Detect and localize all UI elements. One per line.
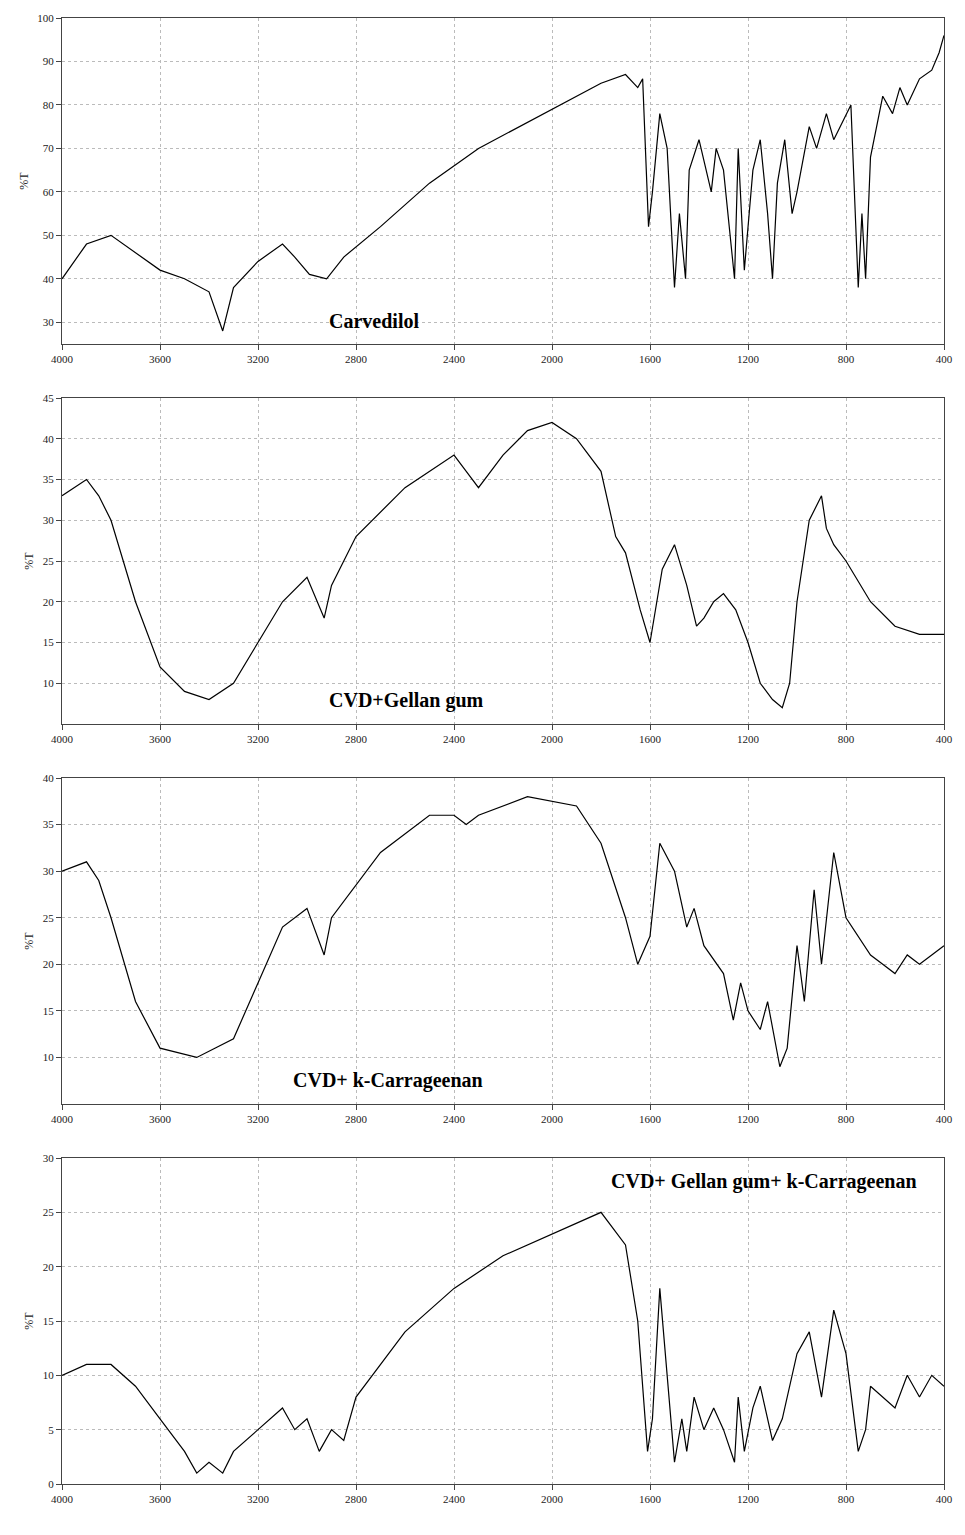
svg-text:3200: 3200 [247, 733, 270, 745]
svg-text:2800: 2800 [345, 733, 368, 745]
svg-text:3600: 3600 [149, 1493, 172, 1505]
svg-text:1600: 1600 [639, 353, 662, 365]
svg-text:400: 400 [936, 1493, 953, 1505]
svg-text:1600: 1600 [639, 733, 662, 745]
svg-text:%T: %T [17, 172, 31, 190]
svg-text:0: 0 [48, 1478, 54, 1490]
svg-text:1200: 1200 [737, 1493, 760, 1505]
svg-text:2800: 2800 [345, 353, 368, 365]
svg-text:15: 15 [43, 1005, 55, 1017]
svg-text:4000: 4000 [51, 1113, 74, 1125]
svg-text:400: 400 [936, 353, 953, 365]
svg-text:2000: 2000 [541, 733, 564, 745]
svg-text:400: 400 [936, 1113, 953, 1125]
svg-text:400: 400 [936, 733, 953, 745]
svg-text:1200: 1200 [737, 353, 760, 365]
svg-text:40: 40 [43, 273, 55, 285]
svg-text:45: 45 [43, 392, 55, 404]
svg-text:2800: 2800 [345, 1493, 368, 1505]
svg-text:40: 40 [43, 772, 55, 784]
svg-text:2000: 2000 [541, 353, 564, 365]
svg-text:15: 15 [43, 1315, 55, 1327]
svg-text:3200: 3200 [247, 1113, 270, 1125]
svg-text:80: 80 [43, 99, 55, 111]
svg-text:25: 25 [43, 555, 55, 567]
svg-text:%T: %T [22, 552, 36, 570]
svg-text:2000: 2000 [541, 1493, 564, 1505]
svg-text:5: 5 [48, 1424, 54, 1436]
svg-text:20: 20 [43, 1261, 55, 1273]
svg-text:40: 40 [43, 433, 55, 445]
svg-text:35: 35 [43, 818, 55, 830]
svg-text:2400: 2400 [443, 353, 466, 365]
svg-text:2400: 2400 [443, 733, 466, 745]
svg-text:1600: 1600 [639, 1113, 662, 1125]
svg-text:30: 30 [43, 865, 55, 877]
svg-text:35: 35 [43, 473, 55, 485]
svg-text:90: 90 [43, 55, 55, 67]
svg-text:2000: 2000 [541, 1113, 564, 1125]
svg-text:10: 10 [43, 677, 55, 689]
svg-text:Carvedilol: Carvedilol [329, 310, 419, 332]
svg-text:1200: 1200 [737, 733, 760, 745]
svg-text:4000: 4000 [51, 1493, 74, 1505]
svg-text:70: 70 [43, 142, 55, 154]
svg-text:25: 25 [43, 912, 55, 924]
svg-text:3600: 3600 [149, 1113, 172, 1125]
svg-text:4000: 4000 [51, 733, 74, 745]
svg-text:30: 30 [43, 514, 55, 526]
svg-text:2800: 2800 [345, 1113, 368, 1125]
svg-text:3200: 3200 [247, 353, 270, 365]
svg-text:20: 20 [43, 596, 55, 608]
svg-text:800: 800 [838, 1113, 855, 1125]
svg-text:15: 15 [43, 636, 55, 648]
svg-text:20: 20 [43, 958, 55, 970]
svg-text:2400: 2400 [443, 1493, 466, 1505]
svg-text:10: 10 [43, 1369, 55, 1381]
svg-text:CVD+Gellan gum: CVD+Gellan gum [329, 689, 484, 712]
svg-text:3600: 3600 [149, 353, 172, 365]
svg-text:4000: 4000 [51, 353, 74, 365]
svg-text:800: 800 [838, 353, 855, 365]
svg-text:30: 30 [43, 1152, 55, 1164]
svg-text:1200: 1200 [737, 1113, 760, 1125]
svg-text:3600: 3600 [149, 733, 172, 745]
svg-text:25: 25 [43, 1206, 55, 1218]
svg-text:CVD+ Gellan gum+ k-Carrageenan: CVD+ Gellan gum+ k-Carrageenan [611, 1170, 917, 1193]
svg-text:30: 30 [43, 316, 55, 328]
svg-text:50: 50 [43, 229, 55, 241]
svg-text:%T: %T [22, 1312, 36, 1330]
svg-text:100: 100 [37, 12, 54, 24]
svg-text:1600: 1600 [639, 1493, 662, 1505]
svg-text:3200: 3200 [247, 1493, 270, 1505]
svg-text:800: 800 [838, 733, 855, 745]
svg-text:%T: %T [22, 932, 36, 950]
svg-text:2400: 2400 [443, 1113, 466, 1125]
svg-text:800: 800 [838, 1493, 855, 1505]
svg-text:60: 60 [43, 186, 55, 198]
svg-text:10: 10 [43, 1051, 55, 1063]
svg-text:CVD+ k-Carrageenan: CVD+ k-Carrageenan [293, 1069, 483, 1092]
